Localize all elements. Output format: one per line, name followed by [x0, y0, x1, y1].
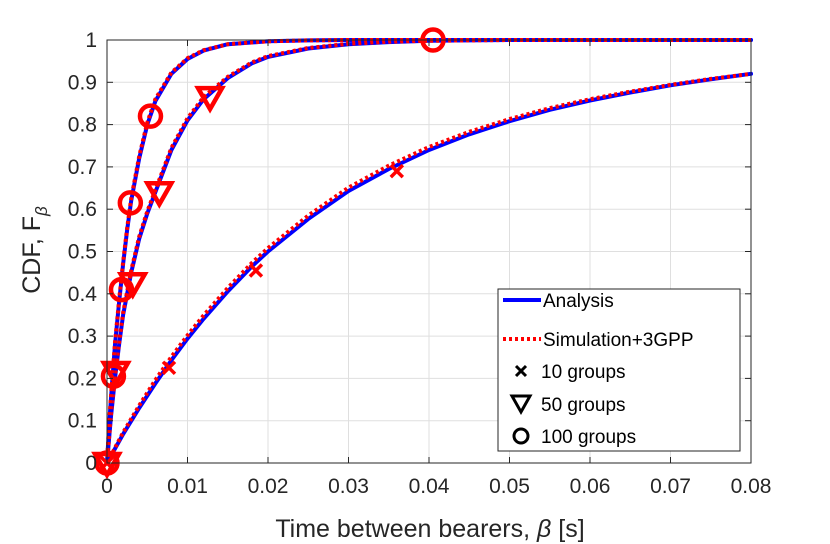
- y-tick-label: 1: [85, 29, 97, 52]
- x-tick-label: 0.03: [328, 475, 369, 498]
- legend-10-groups-label: 10 groups: [541, 362, 626, 383]
- y-tick-label: 0.5: [68, 241, 97, 264]
- x-tick-label: 0.05: [489, 475, 530, 498]
- legend-simulation-label: Simulation+3GPP: [543, 330, 694, 351]
- legend-analysis-label: Analysis: [543, 291, 614, 312]
- y-tick-label: 0.9: [68, 71, 97, 94]
- y-tick-label: 0.2: [68, 367, 97, 390]
- x-tick-label: 0.02: [248, 475, 289, 498]
- simulation-line-10-groups: [105, 71, 752, 464]
- y-tick-label: 0: [85, 452, 97, 475]
- x-tick-label: 0.08: [731, 475, 772, 498]
- x-marker-stroke: [389, 163, 405, 179]
- triangle-marker: [116, 271, 149, 300]
- x-tick-label: 0.04: [409, 475, 450, 498]
- x-marker: [389, 163, 405, 179]
- legend-50-groups-label: 50 groups: [541, 395, 626, 416]
- y-tick-label: 0.7: [68, 156, 97, 179]
- legend-x-marker: [514, 364, 528, 378]
- circle-marker: [137, 103, 164, 129]
- x-tick-label: 0.01: [167, 475, 208, 498]
- legend-box: [497, 288, 741, 452]
- y-tick-label: 0.4: [68, 283, 98, 306]
- marker-layer: [91, 27, 446, 480]
- x-tick-label: 0: [101, 475, 113, 498]
- legend-circle-marker: [512, 427, 530, 445]
- y-tick-label: 0.6: [68, 198, 97, 221]
- x-tick-label: 0.07: [650, 475, 691, 498]
- triangle-marker: [143, 181, 176, 209]
- circle-marker: [100, 363, 127, 390]
- y-tick-label: 0.3: [68, 325, 97, 348]
- y-tick-label: 0.1: [68, 410, 97, 433]
- legend: Analysis Simulation+3GPP 10 groups 50 gr…: [497, 288, 741, 452]
- triangle-marker: [194, 85, 226, 114]
- legend-100-groups-label: 100 groups: [541, 427, 636, 448]
- axes: [106, 39, 752, 464]
- circle-marker: [117, 190, 144, 216]
- x-marker-stroke: [161, 360, 177, 376]
- x-marker-stroke: [248, 263, 264, 278]
- x-marker: [248, 263, 264, 278]
- x-marker: [161, 360, 177, 376]
- y-tick-label: 0.8: [68, 114, 97, 137]
- tick-labels: 0 0.01 0.02 0.03 0.04 0.05 0.06 0.07 0.08 0 0.1 0.2…: [68, 29, 772, 498]
- y-axis-label: CDF, Fβ: [18, 206, 51, 294]
- legend-triangle-marker: [509, 394, 533, 416]
- x-tick-label: 0.06: [570, 475, 611, 498]
- circle-marker: [108, 276, 135, 303]
- x-axis-label: Time between bearers, β [s]: [275, 515, 584, 543]
